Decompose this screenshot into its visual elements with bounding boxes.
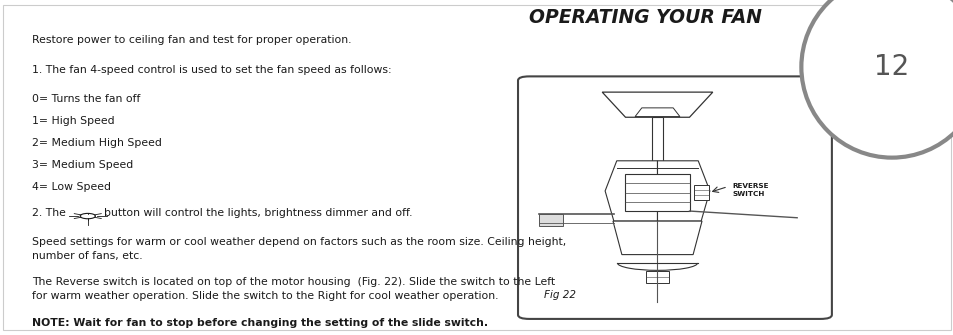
Polygon shape bbox=[601, 92, 712, 117]
Bar bbox=[625, 174, 689, 211]
Text: Speed settings for warm or cool weather depend on factors such as the room size.: Speed settings for warm or cool weather … bbox=[32, 237, 566, 261]
Text: REVERSE
SWITCH: REVERSE SWITCH bbox=[732, 183, 768, 197]
Text: The Reverse switch is located on top of the motor housing  (Fig. 22). Slide the : The Reverse switch is located on top of … bbox=[32, 277, 555, 301]
Text: 3= Medium Speed: 3= Medium Speed bbox=[32, 160, 133, 170]
Ellipse shape bbox=[801, 0, 953, 158]
Text: 1. The fan 4-speed control is used to set the fan speed as follows:: 1. The fan 4-speed control is used to se… bbox=[32, 65, 392, 75]
Text: Restore power to ceiling fan and test for proper operation.: Restore power to ceiling fan and test fo… bbox=[32, 35, 352, 45]
Text: 0= Turns the fan off: 0= Turns the fan off bbox=[32, 94, 141, 104]
Text: OPERATING YOUR FAN: OPERATING YOUR FAN bbox=[529, 8, 761, 27]
Text: 4= Low Speed: 4= Low Speed bbox=[32, 182, 112, 192]
Text: 1= High Speed: 1= High Speed bbox=[32, 116, 115, 126]
Text: button will control the lights, brightness dimmer and off.: button will control the lights, brightne… bbox=[104, 208, 412, 218]
Bar bbox=[538, 214, 562, 226]
Text: 2. The: 2. The bbox=[32, 208, 67, 218]
Polygon shape bbox=[635, 108, 679, 117]
Text: NOTE: Wait for fan to stop before changing the setting of the slide switch.: NOTE: Wait for fan to stop before changi… bbox=[32, 318, 488, 328]
Polygon shape bbox=[613, 221, 701, 255]
Text: 12: 12 bbox=[874, 53, 908, 81]
Bar bbox=[694, 185, 708, 200]
Text: 2= Medium High Speed: 2= Medium High Speed bbox=[32, 138, 162, 148]
FancyBboxPatch shape bbox=[3, 5, 950, 330]
Polygon shape bbox=[657, 161, 709, 221]
FancyBboxPatch shape bbox=[517, 76, 831, 319]
Bar bbox=[651, 117, 662, 161]
Bar bbox=[645, 271, 668, 283]
Polygon shape bbox=[604, 161, 657, 221]
Text: Fig 22: Fig 22 bbox=[543, 290, 576, 300]
